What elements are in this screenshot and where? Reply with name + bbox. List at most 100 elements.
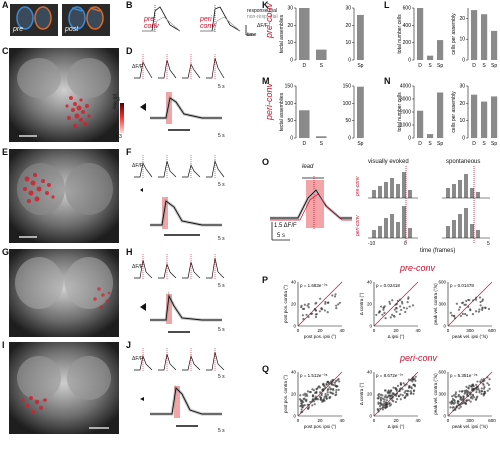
data-point	[398, 389, 401, 393]
data-point	[472, 384, 475, 388]
data-point	[475, 391, 478, 394]
data-point	[471, 313, 475, 316]
data-point	[321, 400, 324, 403]
bar-D	[417, 8, 424, 60]
data-point	[315, 312, 318, 316]
data-point	[309, 400, 312, 404]
data-point	[460, 390, 464, 393]
y-tick-label: 600	[403, 6, 412, 12]
data-point	[326, 391, 329, 394]
x-axis-label: peak vel. ipsi (°/s)	[452, 424, 488, 429]
panel-label-a: A	[2, 0, 9, 10]
data-point	[487, 307, 491, 311]
brain-i	[9, 342, 119, 434]
data-point	[412, 390, 415, 393]
y-tick-label: 100	[343, 101, 352, 107]
data-point	[385, 399, 388, 402]
data-point	[334, 380, 338, 383]
data-point	[481, 308, 484, 312]
scatter-p3: 00 300 300 600 600 p = 0.01478 peak vel. ipsi …	[433, 280, 496, 340]
data-point	[310, 400, 314, 403]
x-tick-label: 300	[466, 418, 474, 423]
data-point	[312, 400, 316, 403]
data-point	[326, 301, 329, 305]
data-point	[320, 394, 323, 397]
bar-label-D: D	[302, 141, 306, 147]
y-tick-label: 600	[438, 280, 446, 285]
b-conv-2: conv	[200, 23, 215, 30]
data-point	[381, 394, 384, 397]
data-point	[450, 401, 453, 404]
data-point	[414, 379, 417, 383]
data-point	[337, 388, 340, 391]
y-axis-label: cells per assembly	[451, 91, 457, 133]
data-point	[300, 408, 303, 411]
data-point	[319, 297, 322, 300]
traces-h	[134, 254, 225, 333]
y-tick-label: 20	[291, 302, 297, 307]
data-point	[482, 387, 486, 390]
b-time: time	[247, 32, 257, 38]
y-tick-label: 10	[459, 118, 465, 124]
data-point	[453, 314, 456, 318]
data-point	[324, 392, 327, 396]
y-tick-label: 0	[290, 58, 293, 64]
data-point	[309, 312, 313, 316]
data-point	[381, 408, 385, 411]
data-point	[457, 395, 460, 398]
data-point	[377, 397, 380, 400]
data-point	[478, 308, 481, 311]
data-point	[401, 388, 404, 391]
data-point	[391, 313, 394, 316]
o-scale-time: 5 s	[277, 233, 286, 239]
data-point	[458, 306, 462, 309]
j-scale-2: 5 s	[218, 428, 225, 434]
x-tick-label: 0	[297, 418, 300, 423]
data-point	[383, 389, 387, 392]
b-legend-response: response trial	[247, 8, 278, 14]
data-point	[392, 314, 395, 318]
data-point	[465, 389, 468, 392]
data-point	[399, 381, 402, 385]
y-axis-label: peak vel. contra (°/s)	[433, 283, 438, 325]
bar-D	[417, 110, 424, 138]
data-point	[388, 402, 391, 405]
data-point	[324, 394, 328, 397]
panel-label-k: K	[262, 0, 269, 10]
data-point	[320, 307, 323, 310]
data-point	[401, 394, 404, 397]
data-point	[335, 389, 338, 392]
data-point	[306, 304, 309, 307]
data-point	[464, 303, 467, 306]
data-point	[314, 315, 318, 319]
data-point	[451, 397, 455, 401]
data-point	[333, 295, 337, 298]
chart-n-per: 0 10 20 30 D S Sp cells per assembly	[451, 84, 498, 148]
j-dff: ΔF/F	[132, 356, 143, 362]
data-point	[385, 396, 388, 399]
pre-eye-image: pre	[10, 4, 58, 36]
data-point	[455, 302, 458, 305]
data-point	[467, 399, 471, 402]
bar-label-D: D	[302, 63, 306, 69]
data-point	[398, 313, 402, 316]
data-point	[332, 387, 335, 391]
data-point	[454, 408, 457, 412]
data-point	[338, 301, 342, 304]
panel-label-c: C	[2, 46, 9, 56]
data-point	[379, 396, 383, 399]
data-point	[408, 385, 411, 389]
data-point	[469, 391, 472, 394]
data-point	[381, 397, 384, 400]
o-tick-0: 0	[404, 241, 407, 247]
panel-label-q: Q	[262, 364, 270, 374]
data-point	[316, 398, 320, 401]
data-point	[453, 316, 456, 320]
data-point	[465, 314, 469, 317]
f-scale-1: 5 s	[218, 182, 225, 188]
bar-Sp	[491, 96, 498, 138]
data-point	[302, 400, 305, 404]
data-point	[466, 393, 469, 396]
data-point	[389, 389, 392, 392]
data-point	[482, 379, 485, 383]
